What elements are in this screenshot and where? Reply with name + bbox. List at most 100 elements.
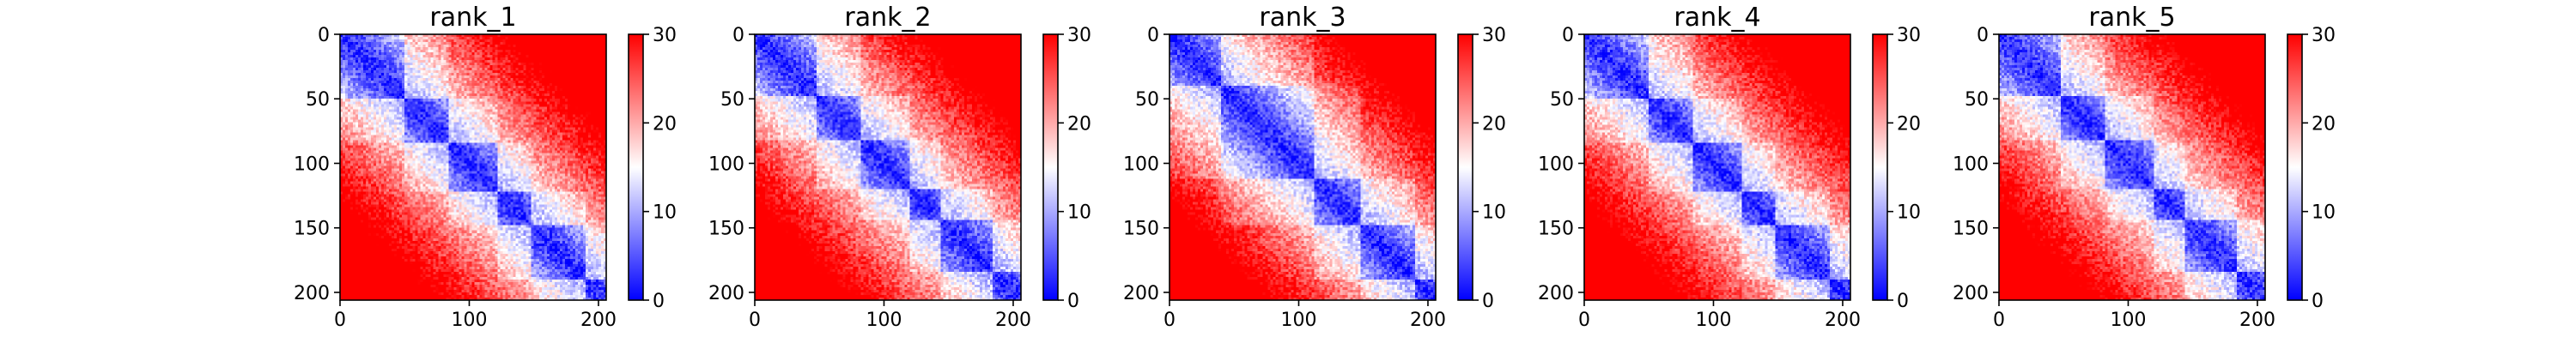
heatmap-cell: [355, 37, 358, 39]
heatmap-cell: [570, 65, 573, 68]
heatmap-cell: [415, 88, 417, 91]
heatmap-cell: [555, 86, 557, 88]
heatmap-cell: [483, 106, 485, 109]
heatmap-cell: [472, 65, 475, 68]
heatmap-cell: [399, 63, 402, 65]
heatmap-cell: [591, 86, 593, 88]
heatmap-cell: [461, 47, 464, 50]
heatmap-cell: [495, 55, 498, 57]
heatmap-cell: [425, 83, 428, 86]
heatmap-cell: [562, 75, 565, 78]
heatmap-cell: [568, 93, 570, 96]
heatmap-cell: [483, 47, 485, 50]
heatmap-cell: [386, 99, 389, 101]
heatmap-cell: [402, 63, 404, 65]
heatmap-cell: [503, 101, 506, 104]
heatmap-cell: [542, 45, 544, 47]
heatmap-cell: [466, 60, 469, 63]
heatmap-cell: [417, 70, 420, 73]
heatmap-cell: [475, 68, 477, 70]
heatmap-cell: [392, 68, 394, 70]
heatmap-cell: [532, 65, 534, 68]
heatmap-cell: [371, 52, 374, 55]
heatmap-cell: [469, 52, 471, 55]
heatmap-cell: [374, 101, 376, 104]
heatmap-cell: [461, 42, 464, 45]
heatmap-cell: [575, 81, 578, 83]
heatmap-cell: [593, 52, 596, 55]
heatmap-cell: [575, 91, 578, 93]
heatmap-cell: [516, 104, 519, 106]
heatmap-cell: [529, 42, 532, 45]
heatmap-cell: [516, 83, 519, 86]
heatmap-cell: [575, 75, 578, 78]
heatmap-cell: [361, 45, 363, 47]
heatmap-cell: [542, 63, 544, 65]
heatmap-cell: [493, 99, 495, 101]
heatmap-cell: [417, 73, 420, 75]
heatmap-cell: [521, 83, 524, 86]
heatmap-cell: [490, 68, 493, 70]
heatmap-cell: [477, 57, 480, 60]
heatmap-cell: [355, 78, 358, 81]
heatmap-cell: [521, 39, 524, 42]
heatmap-cell: [435, 70, 438, 73]
heatmap-cell: [483, 52, 485, 55]
heatmap-cell: [412, 52, 415, 55]
heatmap-cell: [488, 50, 490, 52]
heatmap-cell: [443, 45, 446, 47]
heatmap-cell: [534, 39, 537, 42]
heatmap-cell: [448, 75, 451, 78]
heatmap-cell: [410, 99, 412, 101]
heatmap-cell: [568, 39, 570, 42]
heatmap-cell: [521, 37, 524, 39]
heatmap-cell: [521, 96, 524, 99]
heatmap-cell: [526, 65, 529, 68]
heatmap-cell: [547, 57, 550, 60]
heatmap-cell: [435, 45, 438, 47]
heatmap-cell: [430, 83, 433, 86]
heatmap-cell: [348, 63, 350, 65]
heatmap-cell: [477, 99, 480, 101]
heatmap-cell: [366, 73, 368, 75]
heatmap-cell: [456, 73, 459, 75]
heatmap-cell: [376, 57, 379, 60]
heatmap-cell: [348, 99, 350, 101]
heatmap-cell: [404, 91, 407, 93]
heatmap-cell: [353, 39, 355, 42]
heatmap-cell: [389, 83, 392, 86]
heatmap-cell: [386, 93, 389, 96]
heatmap-cell: [526, 55, 529, 57]
heatmap-cell: [495, 57, 498, 60]
heatmap-cell: [547, 45, 550, 47]
heatmap-cell: [392, 91, 394, 93]
heatmap-cell: [578, 93, 580, 96]
heatmap-cell: [521, 88, 524, 91]
heatmap-cell: [519, 78, 521, 81]
heatmap-cell: [363, 57, 366, 60]
heatmap-cell: [598, 70, 601, 73]
heatmap-cell: [366, 63, 368, 65]
heatmap-cell: [521, 91, 524, 93]
heatmap-cell: [399, 70, 402, 73]
heatmap-cell: [404, 50, 407, 52]
heatmap-cell: [464, 39, 466, 42]
heatmap-cell: [451, 39, 453, 42]
heatmap-cell: [601, 37, 604, 39]
heatmap-cell: [428, 106, 430, 109]
heatmap-cell: [593, 86, 596, 88]
heatmap-cell: [501, 57, 503, 60]
heatmap-cell: [412, 63, 415, 65]
heatmap-cell: [358, 101, 361, 104]
heatmap-cell: [446, 50, 448, 52]
heatmap-cell: [358, 42, 361, 45]
heatmap-cell: [410, 39, 412, 42]
heatmap-cell: [410, 83, 412, 86]
heatmap-cell: [376, 99, 379, 101]
heatmap-cell: [485, 68, 488, 70]
heatmap-cell: [358, 47, 361, 50]
heatmap-cell: [532, 75, 534, 78]
heatmap-cell: [529, 50, 532, 52]
heatmap-cell: [404, 83, 407, 86]
heatmap-cell: [358, 75, 361, 78]
